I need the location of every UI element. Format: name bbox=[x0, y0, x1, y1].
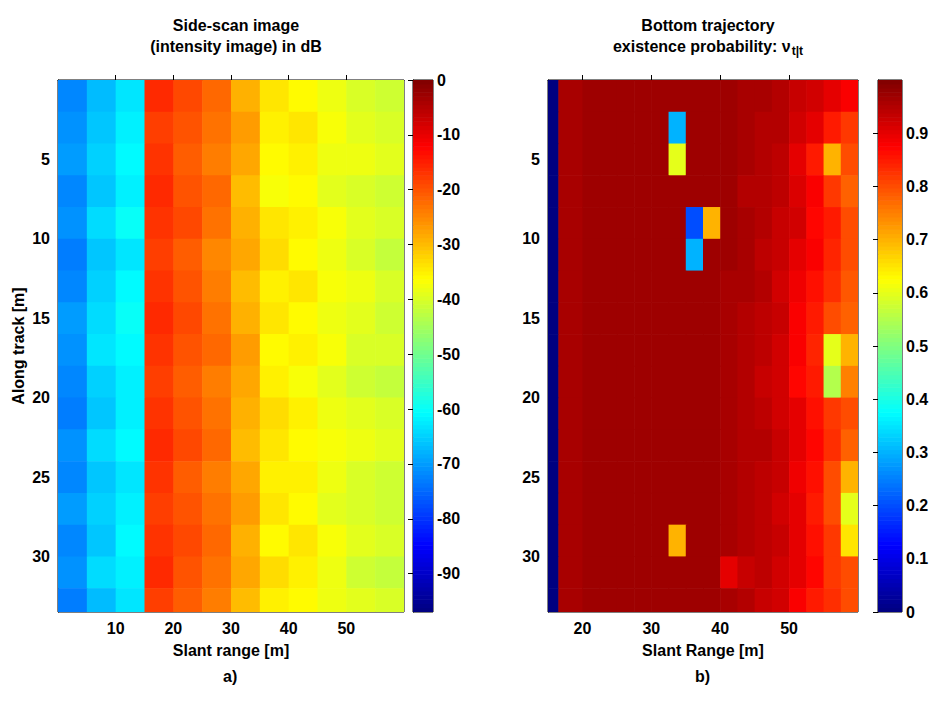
svg-text:5: 5 bbox=[531, 151, 540, 168]
svg-text:0.7: 0.7 bbox=[906, 231, 928, 248]
svg-text:-30: -30 bbox=[437, 236, 460, 253]
svg-text:Slant Range [m]: Slant Range [m] bbox=[642, 642, 764, 659]
svg-text:0.9: 0.9 bbox=[906, 125, 928, 142]
svg-text:20: 20 bbox=[32, 389, 50, 406]
svg-text:30: 30 bbox=[32, 548, 50, 565]
svg-text:-10: -10 bbox=[437, 126, 460, 143]
svg-text:20: 20 bbox=[164, 620, 182, 637]
svg-text:0: 0 bbox=[906, 604, 915, 621]
svg-text:10: 10 bbox=[32, 230, 50, 247]
svg-text:0.4: 0.4 bbox=[906, 391, 928, 408]
svg-text:0.1: 0.1 bbox=[906, 550, 928, 567]
svg-text:0.5: 0.5 bbox=[906, 338, 928, 355]
svg-text:0.8: 0.8 bbox=[906, 178, 928, 195]
svg-text:existence probability: ν: existence probability: ν bbox=[613, 38, 791, 55]
svg-text:t|t: t|t bbox=[792, 44, 803, 58]
svg-text:30: 30 bbox=[642, 620, 660, 637]
svg-text:Side-scan image: Side-scan image bbox=[173, 17, 299, 34]
svg-text:-80: -80 bbox=[437, 510, 460, 527]
svg-text:-60: -60 bbox=[437, 401, 460, 418]
svg-text:40: 40 bbox=[711, 620, 729, 637]
svg-text:b): b) bbox=[695, 668, 710, 685]
svg-text:0.3: 0.3 bbox=[906, 444, 928, 461]
svg-text:25: 25 bbox=[522, 469, 540, 486]
svg-text:(intensity image) in dB: (intensity image) in dB bbox=[150, 38, 322, 55]
svg-text:15: 15 bbox=[32, 310, 50, 327]
svg-text:0: 0 bbox=[437, 72, 446, 89]
svg-text:30: 30 bbox=[522, 548, 540, 565]
svg-text:10: 10 bbox=[522, 230, 540, 247]
svg-text:25: 25 bbox=[32, 469, 50, 486]
svg-text:Slant range [m]: Slant range [m] bbox=[173, 642, 289, 659]
svg-text:50: 50 bbox=[337, 620, 355, 637]
svg-text:-70: -70 bbox=[437, 455, 460, 472]
svg-text:-40: -40 bbox=[437, 291, 460, 308]
svg-text:20: 20 bbox=[574, 620, 592, 637]
svg-text:5: 5 bbox=[41, 151, 50, 168]
svg-text:Bottom trajectory: Bottom trajectory bbox=[641, 17, 774, 34]
svg-text:a): a) bbox=[223, 668, 237, 685]
svg-text:-90: -90 bbox=[437, 565, 460, 582]
svg-text:0.6: 0.6 bbox=[906, 284, 928, 301]
svg-text:30: 30 bbox=[222, 620, 240, 637]
svg-text:-50: -50 bbox=[437, 346, 460, 363]
svg-text:0.2: 0.2 bbox=[906, 497, 928, 514]
svg-text:Along track [m]: Along track [m] bbox=[10, 287, 27, 404]
svg-text:40: 40 bbox=[280, 620, 298, 637]
svg-text:20: 20 bbox=[522, 389, 540, 406]
svg-text:10: 10 bbox=[107, 620, 125, 637]
svg-text:15: 15 bbox=[522, 310, 540, 327]
svg-text:50: 50 bbox=[780, 620, 798, 637]
svg-text:-20: -20 bbox=[437, 181, 460, 198]
